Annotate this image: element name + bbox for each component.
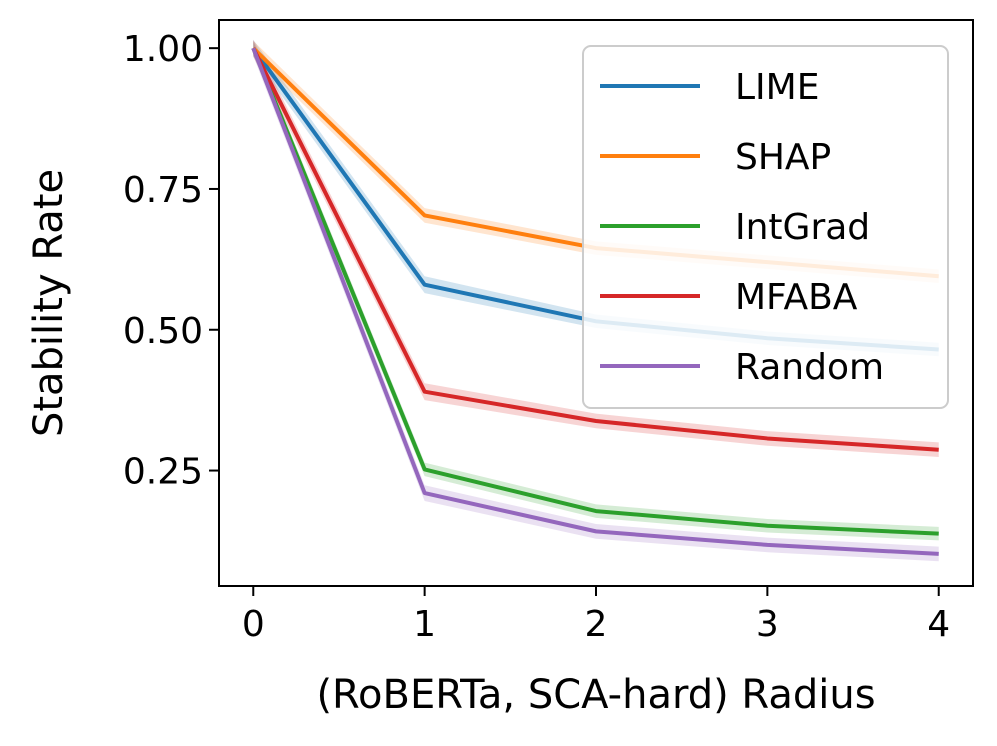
legend-label-lime: LIME	[735, 67, 819, 108]
x-axis-title: (RoBERTa, SCA-hard) Radius	[316, 672, 875, 718]
line-mfaba	[251, 47, 939, 452]
x-tick-label: 2	[585, 604, 608, 645]
y-axis-title: Stability Rate	[26, 169, 72, 437]
line-intgrad	[251, 47, 939, 536]
x-axis-ticks: 0 1 2 3 4	[242, 586, 950, 645]
legend-label-shap: SHAP	[735, 137, 831, 178]
line-random	[251, 47, 939, 556]
x-tick-label: 4	[927, 604, 950, 645]
y-tick-label: 0.25	[123, 452, 203, 493]
y-tick-label: 1.00	[123, 29, 203, 70]
legend-label-random: Random	[735, 347, 884, 388]
y-axis-ticks: 0.25 0.50 0.75 1.00	[123, 29, 219, 493]
legend-box	[582, 45, 949, 409]
x-tick-label: 1	[413, 604, 436, 645]
band-lime	[253, 39, 939, 357]
legend: LIME SHAP IntGrad MFABA Random	[582, 45, 949, 409]
legend-label-intgrad: IntGrad	[735, 207, 870, 248]
band-shap	[253, 40, 939, 284]
legend-label-mfaba: MFABA	[735, 277, 858, 318]
x-tick-label: 0	[242, 604, 265, 645]
y-tick-label: 0.50	[123, 311, 203, 352]
x-tick-label: 3	[756, 604, 779, 645]
y-tick-label: 0.75	[123, 170, 203, 211]
confidence-bands	[253, 39, 939, 562]
